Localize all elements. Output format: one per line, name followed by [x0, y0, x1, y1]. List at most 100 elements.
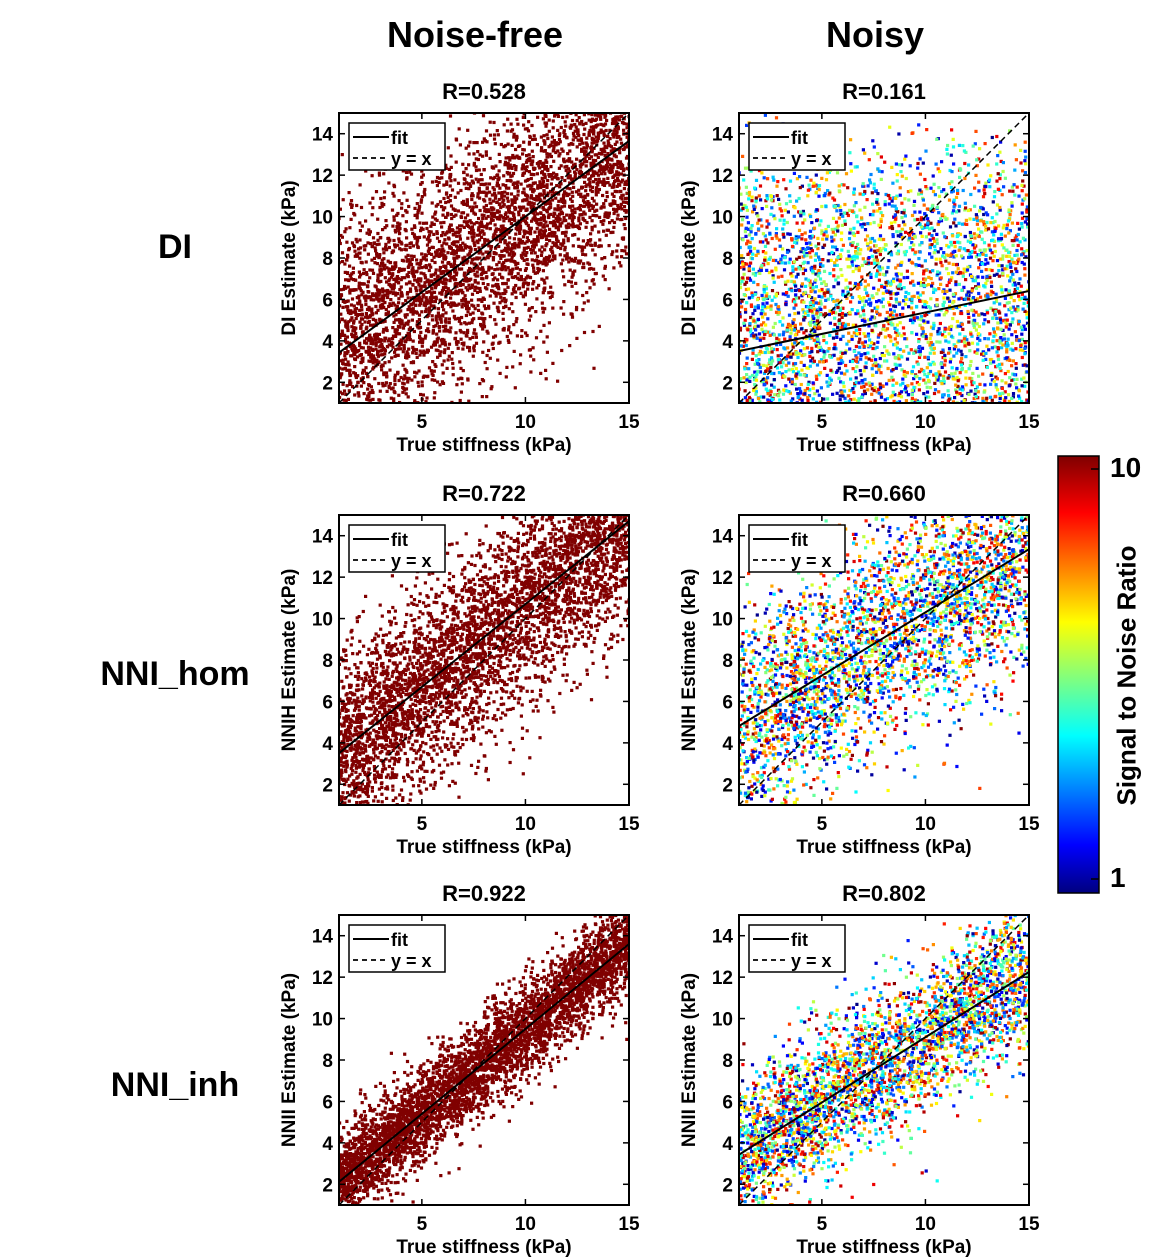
data-point: [449, 264, 453, 268]
data-point: [488, 133, 493, 137]
data-point: [373, 377, 377, 381]
data-point: [343, 354, 347, 358]
data-point: [840, 392, 844, 396]
data-point: [399, 248, 403, 252]
data-point: [585, 136, 589, 140]
data-point: [618, 183, 622, 187]
data-point: [482, 225, 486, 229]
data-point: [394, 261, 398, 265]
data-point: [358, 229, 362, 233]
data-point: [367, 232, 371, 236]
data-point: [600, 152, 604, 156]
data-point: [405, 273, 409, 277]
data-point: [553, 141, 557, 145]
data-point: [472, 304, 476, 308]
data-point: [475, 257, 480, 261]
data-point: [764, 287, 768, 291]
data-point: [476, 180, 480, 184]
data-point: [478, 286, 482, 291]
data-point: [354, 374, 358, 378]
data-point: [595, 202, 599, 206]
data-point: [348, 291, 352, 295]
data-point: [433, 286, 437, 290]
data-point: [446, 358, 450, 362]
data-point: [561, 231, 565, 235]
data-point: [535, 226, 539, 231]
data-point: [518, 208, 522, 212]
data-point: [378, 338, 383, 342]
data-point: [385, 345, 390, 349]
data-point: [568, 268, 572, 272]
data-point: [367, 336, 371, 340]
data-point: [579, 245, 583, 249]
data-point: [502, 296, 506, 301]
data-point: [942, 300, 946, 304]
data-point: [624, 156, 629, 160]
data-point: [589, 203, 593, 207]
data-point: [430, 314, 434, 318]
data-point: [963, 161, 967, 166]
data-point: [460, 315, 464, 320]
data-point: [812, 338, 816, 342]
data-point: [622, 128, 626, 132]
data-point: [878, 234, 883, 238]
data-point: [970, 379, 974, 384]
data-point: [494, 252, 498, 256]
data-point: [872, 186, 876, 190]
data-point: [439, 270, 443, 274]
data-point: [339, 342, 343, 346]
data-point: [494, 322, 498, 326]
data-point: [596, 123, 600, 127]
data-point: [389, 275, 394, 279]
data-point: [608, 137, 612, 141]
data-point: [504, 184, 508, 188]
data-point: [546, 258, 550, 262]
data-point: [808, 229, 813, 233]
data-point: [1021, 236, 1025, 240]
data-point: [375, 252, 379, 256]
data-point: [582, 113, 586, 117]
data-point: [362, 282, 366, 286]
data-point: [972, 396, 976, 401]
data-point: [523, 198, 527, 202]
data-point: [590, 228, 594, 232]
data-point: [384, 242, 388, 246]
data-point: [458, 398, 462, 403]
data-point: [340, 317, 344, 321]
data-point: [468, 245, 472, 249]
data-point: [539, 135, 543, 139]
data-point: [538, 180, 542, 184]
data-point: [583, 212, 587, 216]
data-point: [370, 268, 375, 272]
data-point: [384, 219, 388, 223]
data-point: [459, 376, 463, 380]
data-point: [420, 384, 424, 388]
data-point: [406, 378, 410, 382]
data-point: [483, 240, 487, 244]
data-point: [475, 221, 479, 225]
data-point: [832, 285, 836, 289]
data-point: [504, 211, 508, 215]
data-point: [353, 337, 357, 341]
data-point: [804, 329, 808, 333]
data-point: [810, 296, 814, 300]
data-point: [357, 349, 361, 353]
data-point: [536, 115, 540, 119]
data-point: [955, 319, 959, 324]
data-point: [548, 296, 552, 300]
data-point: [463, 243, 467, 247]
data-point: [364, 366, 368, 370]
data-point: [427, 308, 431, 312]
data-point: [481, 312, 485, 316]
data-point: [535, 143, 539, 147]
data-point: [387, 181, 391, 185]
data-point: [366, 387, 370, 391]
data-point: [404, 353, 408, 357]
data-point: [396, 372, 400, 376]
data-point: [393, 375, 397, 380]
data-point: [531, 282, 535, 286]
data-point: [843, 222, 847, 226]
data-point: [352, 278, 356, 282]
